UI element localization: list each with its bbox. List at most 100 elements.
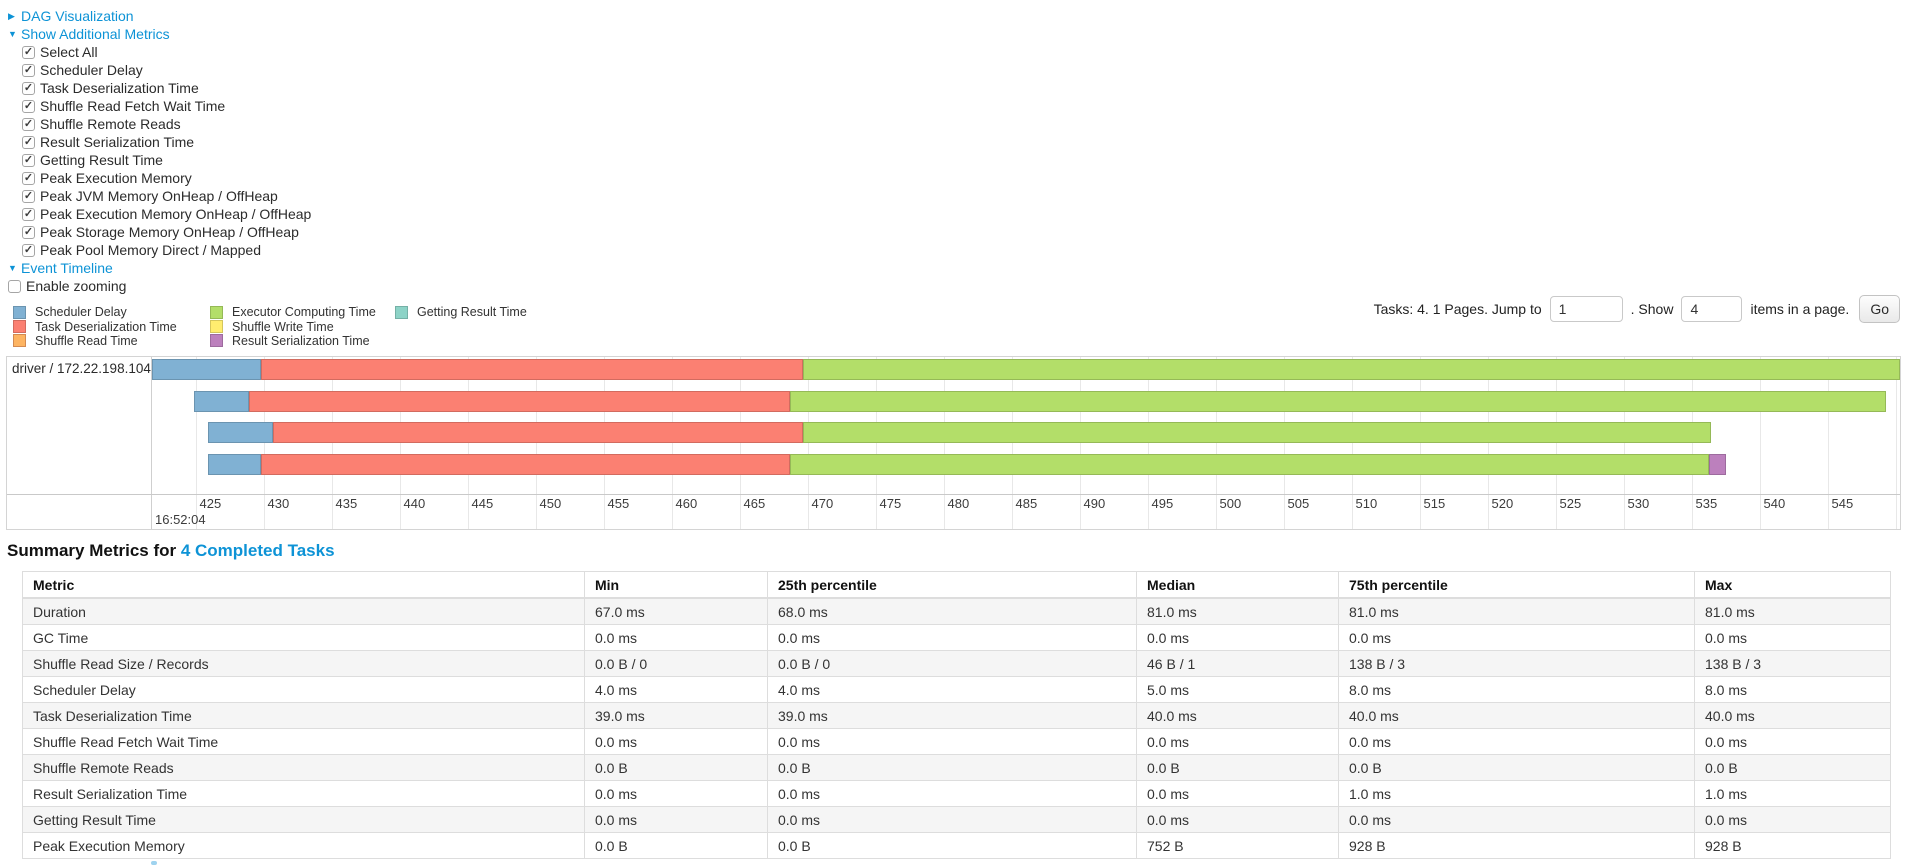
axis-tick-label: 450 bbox=[539, 496, 562, 511]
event-timeline-chart: driver / 172.22.198.104 425 430 435 440 445 4… bbox=[6, 356, 1901, 530]
gridline bbox=[1147, 357, 1149, 529]
task-bar-segment-scheduler_delay[interactable] bbox=[207, 422, 274, 443]
metric-checkbox[interactable] bbox=[22, 189, 35, 203]
task-bar-segment-scheduler_delay[interactable] bbox=[152, 359, 261, 380]
task-bar-segment-executor_computing[interactable] bbox=[803, 359, 1900, 380]
additional-metrics-checkbox-list: Select All Scheduler Delay Task Deserializ… bbox=[8, 43, 311, 259]
metric-value-cell: 0.0 B bbox=[1694, 754, 1891, 781]
gridline bbox=[671, 357, 673, 529]
metric-value-cell: 928 B bbox=[1694, 832, 1891, 859]
metric-checkbox[interactable] bbox=[22, 207, 35, 221]
items-per-page-input[interactable] bbox=[1681, 296, 1743, 322]
jump-to-page-input[interactable] bbox=[1549, 296, 1623, 322]
metric-checkbox[interactable] bbox=[22, 117, 35, 131]
metric-value-cell: 8.0 ms bbox=[1694, 676, 1891, 703]
gridline bbox=[331, 357, 333, 529]
task-bar-segment-executor_computing[interactable] bbox=[789, 454, 1710, 475]
metric-checkbox[interactable] bbox=[22, 153, 35, 167]
metric-value-cell: 40.0 ms bbox=[1694, 702, 1891, 729]
axis-tick-label: 550 bbox=[1900, 496, 1901, 511]
task-bar-segment-executor_computing[interactable] bbox=[789, 391, 1886, 412]
axis-tick-label: 545 bbox=[1831, 496, 1854, 511]
gridline bbox=[399, 357, 401, 529]
show-label: . Show bbox=[1630, 301, 1674, 317]
show-additional-metrics-link[interactable]: Show Additional Metrics bbox=[21, 26, 170, 42]
gridline bbox=[1759, 357, 1761, 529]
metric-value-cell: 1.0 ms bbox=[1694, 780, 1891, 807]
legend-column: Scheduler Delay Task Deserialization Time… bbox=[13, 305, 177, 348]
metric-checkbox-row: Peak Storage Memory OnHeap / OffHeap bbox=[8, 223, 311, 241]
legend-label: Scheduler Delay bbox=[35, 305, 127, 320]
metric-value-cell: 0.0 ms bbox=[767, 780, 1137, 807]
gridline bbox=[1555, 357, 1557, 529]
metric-value-cell: 40.0 ms bbox=[1338, 702, 1695, 729]
show-additional-metrics-toggle[interactable]: ▼ Show Additional Metrics bbox=[8, 25, 311, 43]
axis-tick-label: 510 bbox=[1355, 496, 1378, 511]
metric-checkbox[interactable] bbox=[22, 99, 35, 113]
task-bar-segment-scheduler_delay[interactable] bbox=[194, 391, 249, 412]
task-bar-segment-executor_computing[interactable] bbox=[803, 422, 1711, 443]
metric-value-cell: 0.0 ms bbox=[584, 780, 768, 807]
task-bar-segment-task_deserialization[interactable] bbox=[260, 359, 804, 380]
table-column-header: Min bbox=[584, 571, 768, 599]
completed-tasks-link[interactable]: 4 Completed Tasks bbox=[180, 541, 335, 560]
gridline bbox=[263, 357, 265, 529]
metric-checkbox[interactable] bbox=[22, 243, 35, 257]
metric-value-cell: 0.0 ms bbox=[767, 728, 1137, 755]
metric-checkbox[interactable] bbox=[22, 63, 35, 77]
metric-value-cell: 0.0 ms bbox=[584, 806, 768, 833]
metric-checkbox-label: Peak Storage Memory OnHeap / OffHeap bbox=[40, 224, 299, 240]
metric-checkbox-row: Shuffle Read Fetch Wait Time bbox=[8, 97, 311, 115]
dag-visualization-link[interactable]: DAG Visualization bbox=[21, 8, 134, 24]
table-row: GC Time 0.0 ms 0.0 ms 0.0 ms 0.0 ms 0.0 ms bbox=[22, 624, 1891, 651]
axis-tick-label: 535 bbox=[1695, 496, 1718, 511]
enable-zooming-checkbox[interactable] bbox=[8, 279, 21, 293]
gridline bbox=[603, 357, 605, 529]
metric-checkbox-row: Task Deserialization Time bbox=[8, 79, 311, 97]
metric-value-cell: 68.0 ms bbox=[767, 597, 1137, 625]
metric-checkbox[interactable] bbox=[22, 225, 35, 239]
go-button[interactable]: Go bbox=[1859, 295, 1900, 323]
legend-swatch-task_deserialization bbox=[13, 320, 26, 334]
metric-value-cell: 0.0 ms bbox=[1136, 624, 1339, 651]
gridline bbox=[1011, 357, 1013, 529]
metric-checkbox[interactable] bbox=[22, 171, 35, 185]
table-column-header: 25th percentile bbox=[767, 571, 1137, 599]
table-row: Duration 67.0 ms 68.0 ms 81.0 ms 81.0 ms 81.0… bbox=[22, 597, 1891, 625]
table-row: Shuffle Read Fetch Wait Time 0.0 ms 0.0 ms… bbox=[22, 728, 1891, 755]
event-timeline-link[interactable]: Event Timeline bbox=[21, 260, 113, 276]
task-bar-segment-task_deserialization[interactable] bbox=[260, 454, 790, 475]
legend-label: Getting Result Time bbox=[417, 305, 527, 320]
axis-tick-label: 530 bbox=[1627, 496, 1650, 511]
metric-checkbox[interactable] bbox=[22, 81, 35, 95]
metric-value-cell: 752 B bbox=[1136, 832, 1339, 859]
task-bar-segment-task_deserialization[interactable] bbox=[273, 422, 804, 443]
legend-item-executor_computing: Executor Computing Time bbox=[210, 305, 376, 319]
metric-value-cell: 0.0 ms bbox=[1136, 728, 1339, 755]
task-bar-segment-task_deserialization[interactable] bbox=[248, 391, 790, 412]
gridline bbox=[943, 357, 945, 529]
metric-value-cell: 0.0 B bbox=[767, 754, 1137, 781]
metric-checkbox-label: Shuffle Remote Reads bbox=[40, 116, 181, 132]
event-timeline-toggle[interactable]: ▼ Event Timeline bbox=[8, 259, 311, 277]
table-row: Shuffle Remote Reads 0.0 B 0.0 B 0.0 B 0.0 B… bbox=[22, 754, 1891, 781]
metric-checkbox[interactable] bbox=[22, 45, 35, 59]
dag-visualization-toggle[interactable]: ▶ DAG Visualization bbox=[8, 7, 311, 25]
enable-zooming-label: Enable zooming bbox=[26, 278, 127, 294]
metric-value-cell: 81.0 ms bbox=[1694, 597, 1891, 625]
task-bar-segment-result_serialization[interactable] bbox=[1709, 454, 1726, 475]
axis-tick-label: 500 bbox=[1219, 496, 1242, 511]
metric-value-cell: 40.0 ms bbox=[1136, 702, 1339, 729]
metric-checkbox-label: Peak Execution Memory bbox=[40, 170, 192, 186]
gridline bbox=[875, 357, 877, 529]
axis-tick-label: 520 bbox=[1491, 496, 1514, 511]
axis-tick-label: 460 bbox=[675, 496, 698, 511]
metric-value-cell: 0.0 ms bbox=[584, 728, 768, 755]
gridline bbox=[1215, 357, 1217, 529]
metric-checkbox[interactable] bbox=[22, 135, 35, 149]
gridline bbox=[1351, 357, 1353, 529]
table-column-header: Median bbox=[1136, 571, 1339, 599]
tasks-count-label: Tasks: 4. 1 Pages. Jump to bbox=[1373, 301, 1542, 317]
task-bar-segment-scheduler_delay[interactable] bbox=[207, 454, 261, 475]
table-row: Scheduler Delay 4.0 ms 4.0 ms 5.0 ms 8.0 ms 8… bbox=[22, 676, 1891, 703]
